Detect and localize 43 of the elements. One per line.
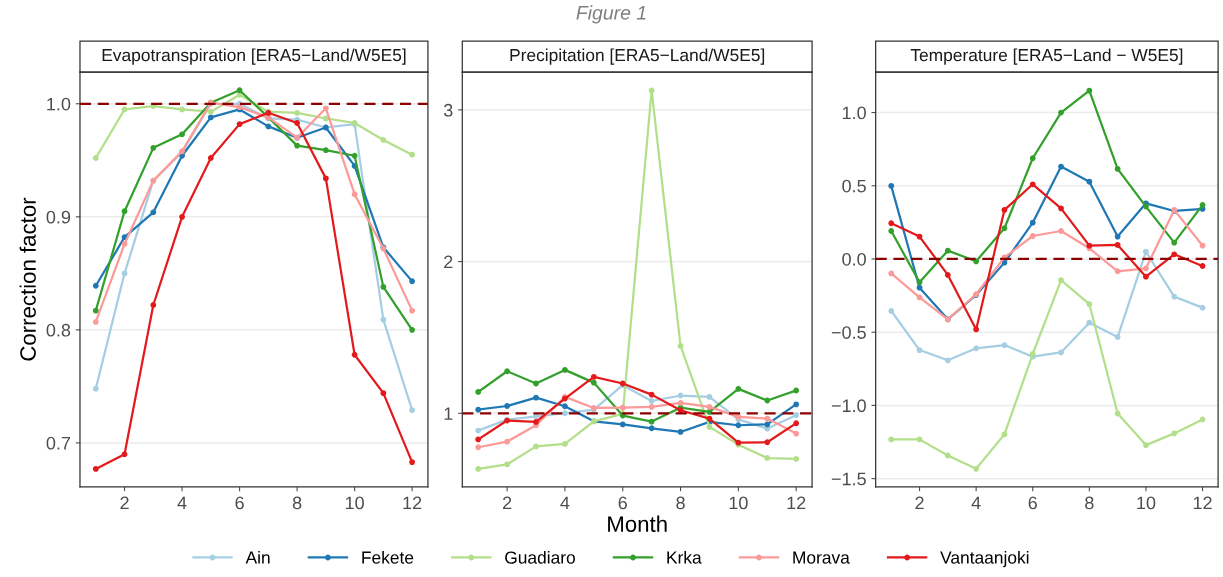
y-axis-title: Correction factor [19,197,36,361]
x-tick-label: 12 [787,496,806,510]
y-tick-label: 0.7 [46,436,71,450]
chart-title: Precipitation [ERA5−Land/W5E5] [510,48,765,65]
legend-label: Krka [667,550,702,564]
legend-label: Morava [793,551,850,564]
x-tick-label: 2 [915,496,924,510]
x-tick-label: 4 [177,496,187,510]
x-tick-label: 6 [235,496,244,510]
x-tick-label: 12 [403,496,422,510]
x-tick-label: 2 [120,496,129,510]
caption: Figure 1 [576,5,646,24]
x-tick-label: 4 [971,496,981,510]
y-tick-label: 1.0 [47,97,71,111]
legend-label: Fekete [362,550,414,564]
x-tick-label: 6 [1028,496,1037,510]
x-tick-label: 8 [1085,496,1094,510]
legend-label: Ain [245,550,270,564]
x-tick-label: 4 [560,496,570,510]
chart-title: Evapotranspiration [ERA5−Land/W5E5] [102,48,406,65]
x-tick-label: 10 [345,496,364,510]
y-tick-label: 0.0 [842,252,866,266]
x-tick-label: 12 [1193,496,1212,510]
y-tick-label: −1.5 [831,472,866,486]
legend-label: Guadiaro [505,550,575,564]
legend-label: Vantaanjoki [940,550,1029,568]
y-tick-label: 2 [444,255,453,269]
y-tick-label: 0.9 [46,210,71,224]
x-tick-label: 8 [676,496,685,510]
x-tick-label: 2 [502,496,512,510]
x-tick-label: 8 [292,496,302,510]
y-tick-label: 1.0 [842,106,866,120]
y-tick-label: −0.5 [831,326,866,339]
y-tick-label: −1.0 [831,399,866,413]
x-tick-label: 10 [729,496,748,510]
chart-title: Temperature [ERA5−Land − W5E5] [910,48,1183,65]
y-tick-label: 1 [444,407,453,420]
y-tick-label: 0.5 [842,179,866,193]
x-axis-title: Month [608,515,667,532]
x-tick-label: 6 [618,496,627,510]
x-tick-label: 10 [1137,496,1156,510]
y-tick-label: 0.8 [46,323,71,337]
y-tick-label: 3 [443,103,453,117]
